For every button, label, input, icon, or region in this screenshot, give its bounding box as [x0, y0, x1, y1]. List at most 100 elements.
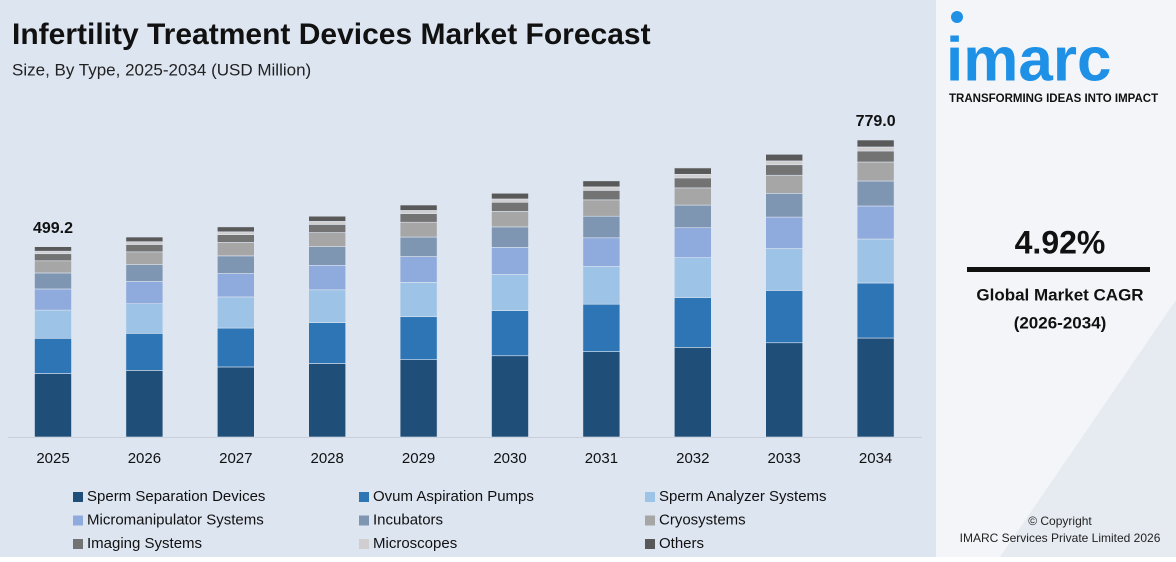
bar-segment	[673, 204, 712, 229]
legend-label: Micromanipulator Systems	[87, 511, 264, 528]
cagr-rule	[967, 267, 1150, 272]
x-tick-label: 2034	[859, 450, 892, 467]
bar-segment	[765, 174, 804, 194]
bar-segment	[491, 198, 529, 203]
x-tick-label: 2027	[219, 450, 252, 467]
logo: imarc	[946, 25, 1111, 94]
legend-swatch	[359, 492, 369, 502]
bar-segment	[399, 213, 438, 223]
legend-label: Others	[659, 535, 704, 552]
x-tick-label: 2028	[311, 450, 344, 467]
bar-segment	[399, 359, 438, 438]
bar-segment	[217, 231, 255, 235]
bar-segment	[765, 248, 804, 291]
bar-segment	[399, 282, 438, 318]
bar-segment	[34, 337, 72, 374]
bar-segment	[125, 370, 164, 438]
bar-segment	[34, 250, 72, 255]
bar-segment	[491, 192, 529, 200]
bar-segment	[491, 310, 529, 357]
bar-segment	[217, 242, 255, 257]
bar-segment	[491, 274, 529, 311]
bar-segment	[582, 237, 621, 267]
x-tick-label: 2031	[585, 450, 618, 467]
bar-segment	[308, 246, 347, 266]
bar-segment	[582, 351, 621, 438]
legend-swatch	[73, 492, 83, 502]
bar-segment	[491, 201, 529, 212]
legend-label: Sperm Separation Devices	[87, 488, 265, 505]
bar-segment	[308, 264, 347, 291]
bar-segment	[34, 288, 72, 311]
bar-segment	[399, 221, 438, 238]
x-tick-label: 2025	[36, 450, 69, 467]
bar-segment	[125, 244, 164, 253]
bar-segment	[125, 281, 164, 305]
bar-segment	[217, 226, 255, 233]
legend-label: Incubators	[373, 511, 443, 528]
cagr-period: (2026-2034)	[1014, 313, 1107, 332]
bar-segment	[673, 227, 712, 258]
copyright: © Copyright	[1028, 514, 1092, 528]
bar-segment	[125, 333, 164, 371]
bar-segment	[582, 303, 621, 352]
bar-segment	[765, 290, 804, 344]
company: IMARC Services Private Limited 2026	[960, 531, 1161, 545]
x-tick-label: 2026	[128, 450, 161, 467]
legend-swatch	[645, 539, 655, 549]
bar-segment	[673, 177, 712, 189]
bar-segment	[582, 180, 621, 188]
bar-segment	[217, 327, 255, 368]
bar-segment	[34, 253, 72, 262]
bar-segment	[125, 251, 164, 265]
bar-segment	[399, 236, 438, 257]
bar-segment	[673, 173, 712, 179]
bar-segment	[491, 247, 529, 275]
bar-segment	[673, 187, 712, 206]
bar-segment	[765, 153, 804, 162]
bar-segment	[582, 199, 621, 217]
bar-segment	[673, 257, 712, 298]
bar-segment	[34, 246, 72, 252]
legend-label: Sperm Analyzer Systems	[659, 488, 827, 505]
bar-segment	[856, 238, 895, 284]
bar-segment	[856, 337, 895, 438]
legend-swatch	[359, 515, 369, 526]
legend-swatch	[73, 515, 83, 526]
x-tick-label: 2033	[768, 450, 801, 467]
bar-segment	[308, 232, 347, 247]
bar-segment	[217, 255, 255, 274]
bar-segment	[125, 264, 164, 282]
x-tick-label: 2030	[493, 450, 526, 467]
bar-segment	[491, 210, 529, 228]
bar-segment	[856, 282, 895, 339]
bar-segment	[308, 322, 347, 364]
cagr-label: Global Market CAGR	[976, 285, 1143, 304]
bar-segment	[765, 160, 804, 166]
bar-segment	[673, 297, 712, 348]
bar-segment	[673, 167, 712, 175]
bar-segment	[582, 190, 621, 201]
bar-segment	[34, 260, 72, 274]
bar-segment	[308, 289, 347, 323]
bar-segment	[765, 164, 804, 176]
chart-title: Infertility Treatment Devices Market For…	[12, 18, 651, 51]
sidebar-decoration	[1000, 300, 1176, 557]
bar-segment	[217, 296, 255, 329]
bar-segment	[856, 139, 895, 148]
bar-segment	[765, 342, 804, 438]
bar-segment	[856, 161, 895, 182]
legend-swatch	[645, 492, 655, 502]
bar-segment	[399, 256, 438, 283]
bar-segment	[308, 224, 347, 233]
bar-segment	[125, 241, 164, 245]
chart-subtitle: Size, By Type, 2025-2034 (USD Million)	[12, 60, 311, 79]
bar-segment	[491, 355, 529, 438]
legend-swatch	[73, 539, 83, 549]
bar-segment	[856, 150, 895, 163]
bar-segment	[856, 205, 895, 240]
bar-segment	[765, 216, 804, 249]
bar-segment	[308, 221, 347, 225]
bar-segment	[491, 226, 529, 248]
legend-swatch	[359, 539, 369, 549]
